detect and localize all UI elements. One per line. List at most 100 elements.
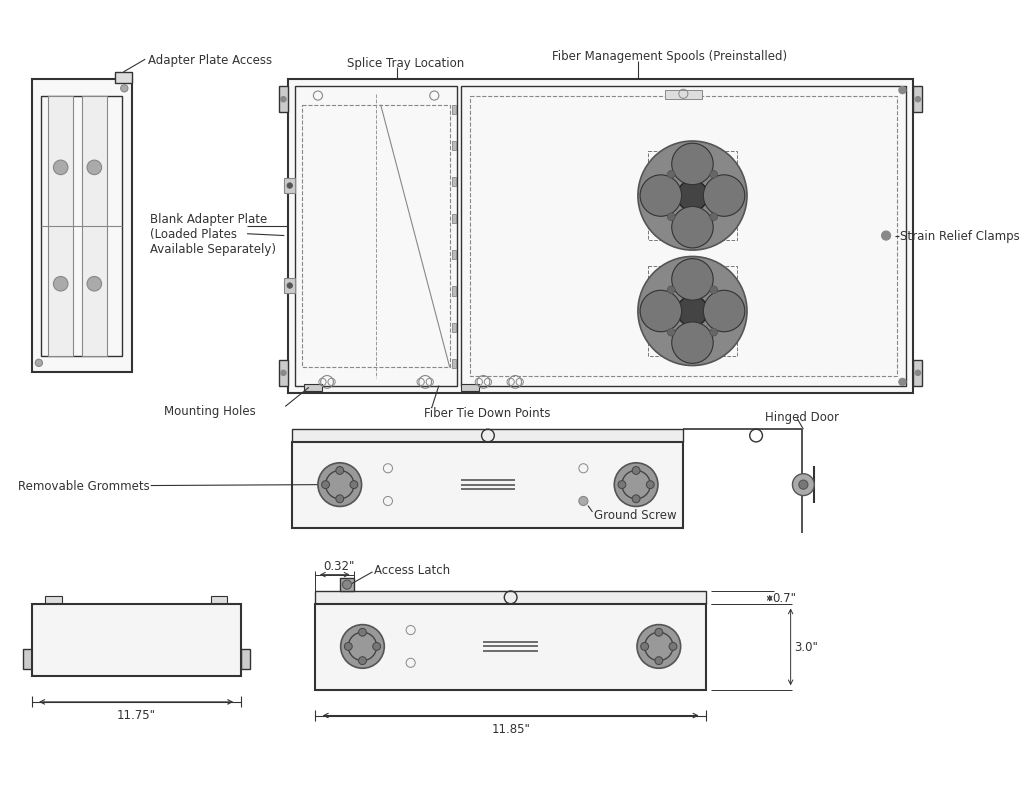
Text: 0.32": 0.32": [324, 560, 354, 573]
Text: Ground Screw: Ground Screw: [594, 508, 677, 521]
Bar: [331, 476, 348, 494]
Circle shape: [121, 86, 128, 93]
Bar: [279, 361, 288, 386]
Text: Removable Grommets: Removable Grommets: [18, 479, 150, 492]
Text: Splice Tray Location: Splice Tray Location: [347, 57, 464, 70]
Bar: [285, 179, 295, 194]
Circle shape: [710, 287, 718, 294]
Circle shape: [341, 625, 384, 668]
Circle shape: [632, 495, 640, 503]
Circle shape: [641, 642, 648, 650]
Bar: [650, 638, 668, 655]
Circle shape: [281, 97, 286, 103]
Circle shape: [614, 463, 657, 507]
Circle shape: [344, 642, 352, 650]
Bar: [23, 650, 32, 670]
Circle shape: [710, 214, 718, 222]
Bar: [452, 142, 456, 151]
Bar: [41, 96, 123, 357]
Circle shape: [677, 181, 708, 211]
Circle shape: [35, 360, 43, 367]
Circle shape: [87, 161, 101, 175]
Circle shape: [336, 495, 344, 503]
Circle shape: [668, 171, 675, 179]
Circle shape: [358, 629, 367, 637]
Circle shape: [317, 463, 361, 507]
Bar: [452, 105, 456, 115]
Circle shape: [882, 232, 891, 241]
Bar: [315, 604, 707, 691]
Circle shape: [618, 481, 626, 489]
Circle shape: [668, 287, 675, 294]
Bar: [461, 385, 479, 392]
Bar: [666, 91, 701, 100]
Circle shape: [915, 371, 921, 376]
Bar: [288, 80, 913, 393]
Circle shape: [672, 323, 713, 364]
Bar: [116, 73, 132, 84]
Bar: [293, 442, 683, 528]
Circle shape: [638, 257, 746, 366]
Bar: [452, 178, 456, 187]
Text: Fiber Management Spools (Preinstalled): Fiber Management Spools (Preinstalled): [552, 50, 786, 63]
Circle shape: [638, 142, 746, 251]
Circle shape: [703, 176, 744, 217]
Bar: [461, 88, 906, 386]
Bar: [913, 88, 923, 112]
Text: 0.7": 0.7": [772, 591, 797, 604]
Bar: [340, 578, 354, 591]
Circle shape: [646, 481, 654, 489]
Circle shape: [640, 176, 682, 217]
Bar: [913, 361, 923, 386]
Bar: [452, 360, 456, 369]
Circle shape: [710, 171, 718, 179]
Text: Hinged Door: Hinged Door: [765, 410, 840, 423]
Bar: [470, 96, 897, 377]
Circle shape: [710, 329, 718, 336]
Bar: [48, 96, 74, 357]
Text: 11.75": 11.75": [117, 708, 156, 721]
Circle shape: [640, 291, 682, 332]
Circle shape: [899, 379, 906, 386]
Bar: [304, 385, 323, 392]
Circle shape: [358, 657, 367, 665]
Circle shape: [637, 625, 681, 668]
Text: Strain Relief Clamps: Strain Relief Clamps: [900, 230, 1020, 243]
Bar: [241, 650, 250, 670]
Bar: [452, 324, 456, 332]
Circle shape: [287, 184, 293, 189]
Circle shape: [336, 467, 344, 475]
Circle shape: [281, 371, 286, 376]
Circle shape: [899, 88, 906, 95]
Bar: [452, 287, 456, 296]
Bar: [295, 88, 457, 386]
Bar: [279, 88, 288, 112]
Bar: [45, 597, 61, 604]
Circle shape: [672, 144, 713, 185]
Bar: [452, 214, 456, 223]
Circle shape: [669, 642, 677, 650]
Circle shape: [677, 296, 708, 327]
Bar: [293, 430, 683, 442]
Text: Blank Adapter Plate
(Loaded Plates
Available Separately): Blank Adapter Plate (Loaded Plates Avail…: [150, 213, 275, 256]
Bar: [32, 604, 241, 677]
Bar: [452, 251, 456, 260]
Circle shape: [672, 259, 713, 300]
Text: Fiber Tie Down Points: Fiber Tie Down Points: [424, 407, 551, 420]
Bar: [285, 279, 295, 293]
Circle shape: [579, 497, 588, 506]
Circle shape: [793, 474, 814, 496]
Circle shape: [668, 214, 675, 222]
Circle shape: [87, 277, 101, 291]
Text: 11.85": 11.85": [492, 722, 530, 735]
Circle shape: [53, 277, 68, 291]
Bar: [648, 267, 737, 357]
Circle shape: [915, 97, 921, 103]
Circle shape: [703, 291, 744, 332]
Circle shape: [53, 161, 68, 175]
Text: Access Latch: Access Latch: [375, 563, 451, 576]
Circle shape: [350, 481, 357, 489]
Bar: [82, 96, 108, 357]
Circle shape: [287, 283, 293, 289]
Text: Adapter Plate Access: Adapter Plate Access: [147, 54, 272, 67]
